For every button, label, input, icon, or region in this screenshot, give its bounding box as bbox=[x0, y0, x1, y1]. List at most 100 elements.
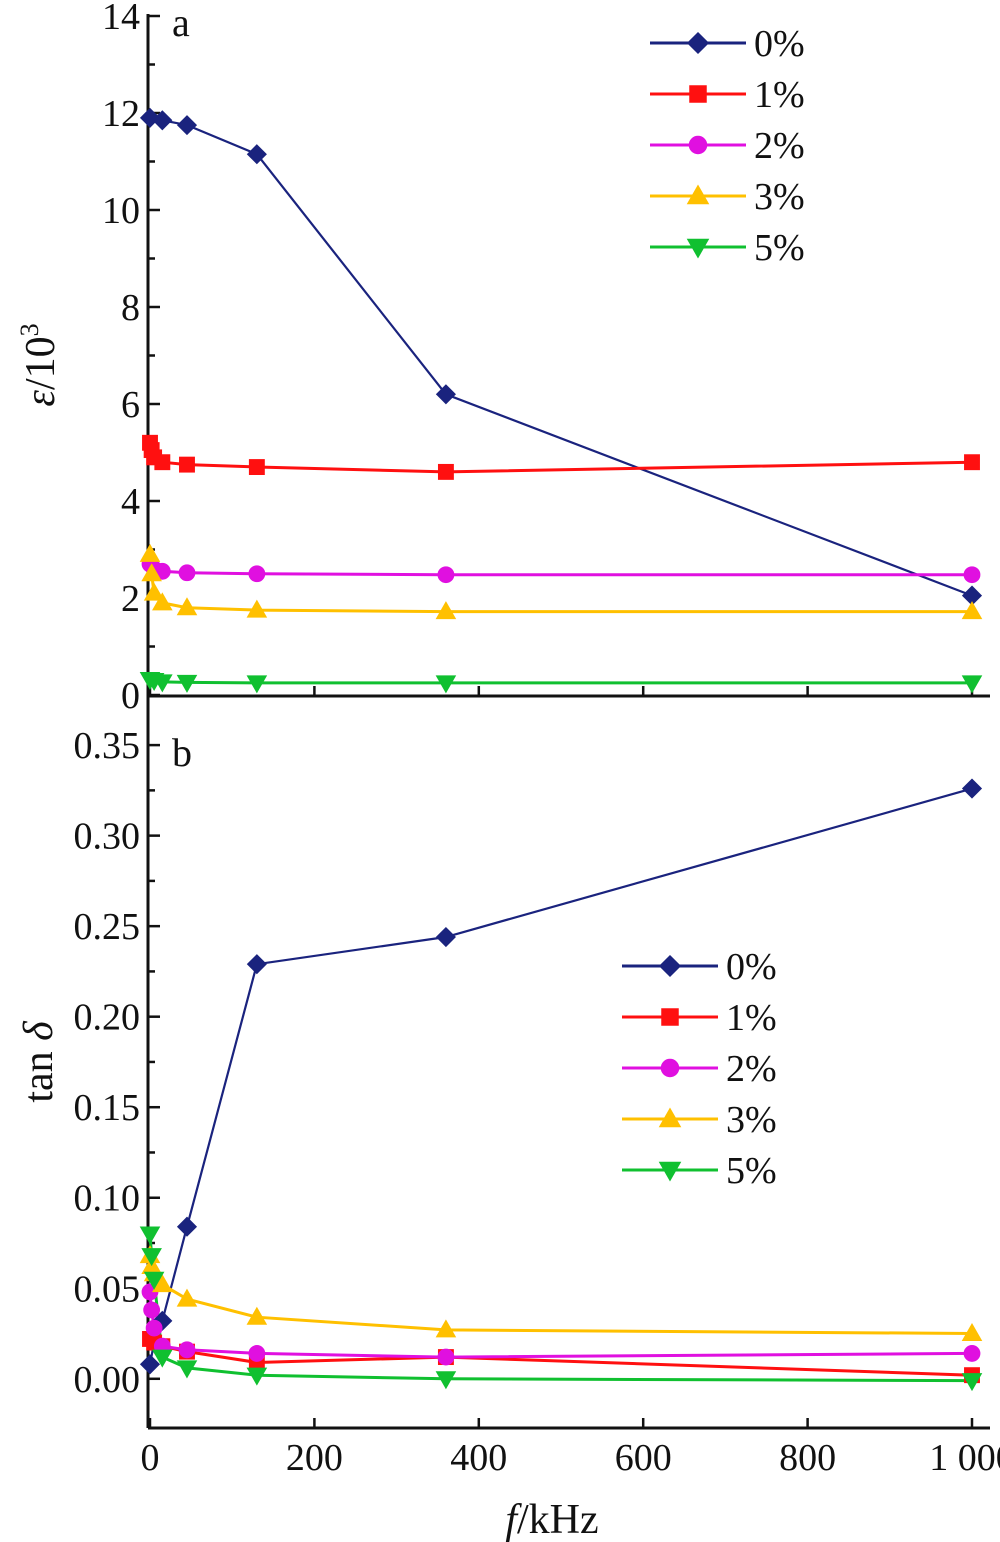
panel-b-label: b bbox=[172, 730, 192, 775]
legend-marker bbox=[661, 1008, 679, 1026]
data-point-1% bbox=[179, 456, 195, 473]
legend-marker bbox=[658, 1161, 682, 1182]
y-tick-label: 12 bbox=[102, 93, 140, 135]
legend-label: 0% bbox=[754, 23, 805, 65]
data-point-0% bbox=[176, 115, 198, 136]
data-point-2% bbox=[143, 1301, 161, 1319]
data-point-0% bbox=[152, 110, 173, 131]
legend-label: 2% bbox=[726, 1048, 777, 1090]
data-point-5% bbox=[176, 1360, 198, 1379]
panel-b: 0.00 0.05 0.10 0.15 0.20 0.25 0.30 0.35 0 200 400 6… bbox=[16, 696, 1000, 1542]
y-tick-label: 6 bbox=[121, 384, 140, 426]
x-tick-label: 400 bbox=[450, 1437, 507, 1479]
data-point-3% bbox=[435, 1319, 457, 1338]
y-tick-label: 0.15 bbox=[74, 1087, 141, 1129]
data-point-3% bbox=[141, 563, 162, 582]
data-point-5% bbox=[961, 675, 983, 694]
x-tick-label: 600 bbox=[615, 1437, 672, 1479]
x-tick-label: 800 bbox=[779, 1437, 836, 1479]
data-point-0% bbox=[435, 926, 456, 948]
data-point-2% bbox=[248, 565, 266, 583]
data-point-2% bbox=[248, 1345, 266, 1362]
panel-b-y-axis-title: tan δ bbox=[16, 1020, 62, 1103]
x-tick-label: 1 000 bbox=[929, 1437, 1000, 1479]
data-point-5% bbox=[246, 1367, 268, 1386]
data-point-2% bbox=[437, 1348, 455, 1366]
data-point-2% bbox=[963, 1345, 981, 1362]
data-point-3% bbox=[961, 601, 983, 620]
data-point-5% bbox=[246, 675, 268, 694]
legend-marker bbox=[689, 85, 707, 103]
data-point-0% bbox=[961, 778, 983, 799]
legend-marker bbox=[686, 31, 710, 55]
y-tick-label: 10 bbox=[102, 190, 140, 232]
legend-label: 3% bbox=[726, 1099, 777, 1141]
y-tick-label: 8 bbox=[121, 287, 140, 329]
data-point-5% bbox=[961, 1373, 983, 1392]
series-line-5% bbox=[148, 1233, 973, 1383]
data-point-1% bbox=[437, 463, 454, 480]
y-tick-label: 0 bbox=[121, 675, 140, 717]
series-line-1% bbox=[148, 442, 973, 474]
series-line-0% bbox=[148, 787, 973, 1365]
panel-a-plot-area: 0 2 4 6 8 10 12 14 bbox=[102, 0, 990, 717]
data-point-1% bbox=[248, 459, 265, 476]
y-tick-label: 4 bbox=[121, 481, 140, 523]
data-point-5% bbox=[176, 674, 198, 693]
legend-marker bbox=[688, 135, 708, 155]
legend-marker bbox=[686, 184, 710, 205]
legend-marker bbox=[660, 1058, 680, 1078]
series-line-2% bbox=[148, 1291, 973, 1359]
series-line-3% bbox=[148, 1255, 973, 1335]
data-point-0% bbox=[435, 384, 456, 405]
data-point-3% bbox=[246, 1306, 268, 1325]
data-point-0% bbox=[176, 1216, 198, 1237]
data-point-3% bbox=[143, 582, 165, 601]
data-point-3% bbox=[139, 543, 161, 562]
panel-a-y-axis-title: ε/103 bbox=[15, 323, 64, 406]
y-tick-label: 0.25 bbox=[74, 906, 141, 948]
legend-label: 1% bbox=[726, 997, 777, 1039]
y-tick-label: 0.00 bbox=[74, 1359, 141, 1401]
data-point-5% bbox=[435, 1371, 457, 1390]
data-point-5% bbox=[152, 1349, 173, 1368]
data-point-5% bbox=[139, 1226, 161, 1245]
data-point-2% bbox=[963, 566, 981, 584]
series-line-2% bbox=[148, 563, 972, 577]
panel-a-legend: 0% 1% 2% 3% 5% bbox=[650, 23, 805, 269]
data-point-2% bbox=[178, 564, 196, 582]
data-point-3% bbox=[435, 601, 457, 620]
y-tick-label: 0.10 bbox=[74, 1178, 141, 1220]
x-tick-label: 0 bbox=[141, 1437, 160, 1479]
data-point-0% bbox=[246, 144, 267, 165]
y-tick-label: 2 bbox=[121, 578, 140, 620]
legend-label: 2% bbox=[754, 125, 805, 167]
data-point-5% bbox=[143, 1271, 165, 1290]
data-point-3% bbox=[176, 1288, 198, 1307]
data-point-3% bbox=[152, 1274, 173, 1293]
legend-marker bbox=[658, 1107, 682, 1128]
data-point-3% bbox=[246, 599, 268, 618]
y-tick-label: 0.05 bbox=[74, 1268, 141, 1310]
y-tick-label: 0.35 bbox=[74, 725, 141, 767]
data-point-2% bbox=[145, 1319, 163, 1337]
y-tick-label: 0.20 bbox=[74, 997, 141, 1039]
legend-label: 0% bbox=[726, 946, 777, 988]
data-point-3% bbox=[961, 1323, 983, 1342]
data-point-1% bbox=[154, 454, 171, 471]
data-point-0% bbox=[246, 954, 267, 975]
legend-label: 3% bbox=[754, 176, 805, 218]
panel-a: 0 2 4 6 8 10 12 14 a ε/103 0% 1% 2% 3% 5% bbox=[15, 0, 990, 717]
panel-a-label: a bbox=[172, 0, 190, 45]
y-tick-label: 0.30 bbox=[74, 816, 141, 858]
panel-b-legend: 0% 1% 2% 3% 5% bbox=[622, 946, 777, 1192]
data-point-5% bbox=[141, 1248, 162, 1267]
data-point-5% bbox=[435, 675, 457, 694]
legend-marker bbox=[686, 238, 710, 259]
series-line-3% bbox=[148, 554, 972, 614]
data-point-0% bbox=[139, 1354, 161, 1375]
data-point-2% bbox=[437, 566, 455, 584]
legend-marker bbox=[658, 954, 682, 978]
y-tick-label: 14 bbox=[102, 0, 140, 38]
